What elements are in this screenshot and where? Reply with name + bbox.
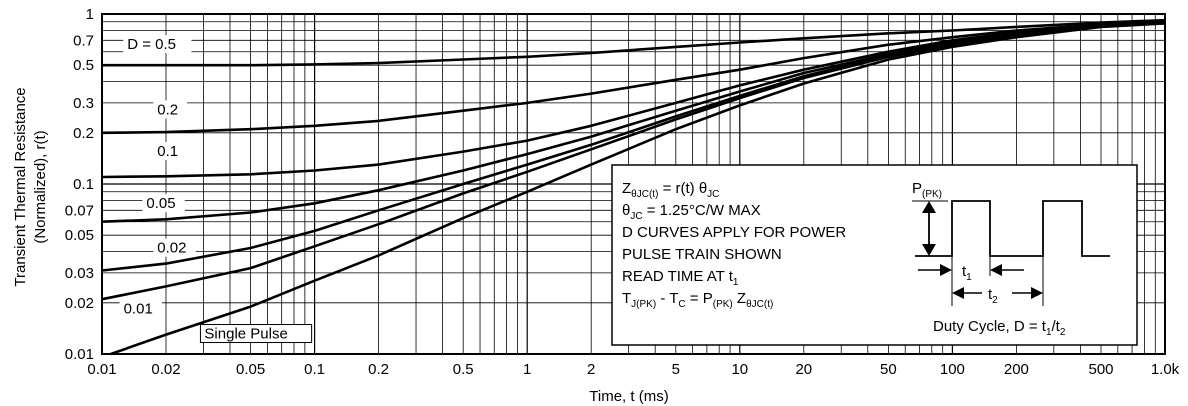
curve-0-1	[101, 20, 1166, 179]
svg-text:0.05: 0.05	[146, 195, 175, 212]
y-tick-label: 0.5	[73, 57, 94, 74]
x-tick-label: 1	[523, 361, 531, 378]
annotation-line: θJC​ = 1.25°C/W MAX	[622, 202, 761, 222]
x-axis-title: Time, t (ms)	[589, 388, 668, 405]
annotation-line: ZθJC(t)​ = r(t) θJC​	[622, 180, 719, 200]
annotation-line: READ TIME AT t1​	[622, 268, 739, 288]
y-tick-label: 0.05	[65, 227, 94, 244]
annotation-line: PULSE TRAIN SHOWN	[622, 246, 782, 263]
svg-text:0.01: 0.01	[124, 301, 153, 318]
x-tick-label: 500	[1088, 361, 1113, 378]
x-tick-label: 100	[940, 361, 965, 378]
x-tick-label: 1.0k	[1151, 361, 1180, 378]
y-tick-label: 0.1	[73, 176, 94, 193]
duty-cycle-label: Duty Cycle, D = t1​/t2​	[933, 318, 1066, 338]
x-tick-label: 0.01	[87, 361, 116, 378]
y-tick-label: 0.02	[65, 295, 94, 312]
x-tick-label: 0.2	[368, 361, 389, 378]
curve-single-pulse	[110, 22, 1166, 356]
curve-label: 0.2	[153, 100, 188, 119]
x-tick-label: 0.5	[453, 361, 474, 378]
curves	[101, 18, 1166, 356]
plot-frame	[101, 13, 1166, 355]
curve-label: D = 0.5	[123, 35, 192, 54]
annotation-line: TJ(PK)​ - TC​ = P(PK)​ ZθJC(t)​	[622, 290, 773, 310]
x-tick-label: 10	[731, 361, 748, 378]
curve-label: 0.02	[153, 238, 196, 257]
y-axis-title-line1: Transient Thermal Resistance	[12, 87, 29, 286]
svg-text:0.1: 0.1	[157, 143, 178, 160]
x-tick-label: 200	[1004, 361, 1029, 378]
curve-label: Single Pulse	[199, 324, 313, 344]
axes: 0.01 0.02 0.05 0.1 0.2 0.5 1 2 5 10 20 50 100 200 500 1…	[65, 6, 1180, 378]
y-tick-label: 0.2	[73, 125, 94, 142]
annotation-frame	[611, 164, 1138, 346]
curve-0-2	[101, 20, 1166, 135]
x-tick-label: 0.1	[304, 361, 325, 378]
y-tick-label: 0.01	[65, 346, 94, 363]
curve-0-01	[101, 21, 1166, 301]
x-tick-label: 0.05	[236, 361, 265, 378]
curve-label: 0.01	[119, 299, 163, 318]
curve-d-0-5	[102, 18, 1166, 67]
annotation-line: D CURVES APPLY FOR POWER	[622, 224, 846, 241]
curve-label: 0.1	[153, 142, 188, 161]
svg-text:Single Pulse: Single Pulse	[204, 326, 287, 343]
y-tick-label: 1	[86, 6, 94, 23]
y-axis-title-line2: (Normalized), r(t)	[32, 130, 49, 243]
y-tick-label: 0.03	[65, 265, 94, 282]
t2-label: t2​	[988, 286, 998, 306]
y-tick-label: 0.07	[65, 202, 94, 219]
x-tick-label: 5	[672, 361, 680, 378]
svg-text:0.02: 0.02	[157, 240, 186, 257]
curve-label: 0.05	[142, 194, 185, 213]
y-tick-label: 0.3	[73, 95, 94, 112]
pulse-peak-label: P(PK)​	[912, 180, 942, 200]
x-tick-label: 2	[587, 361, 595, 378]
curve-labels: D = 0.5 0.2 0.1 0.05 0.02 0.01 Single Pulse	[119, 35, 313, 344]
y-tick-label: 0.7	[73, 32, 94, 49]
svg-text:0.2: 0.2	[157, 101, 178, 118]
x-tick-label: 50	[880, 361, 897, 378]
pulse-train-diagram: P(PK)​ t1​ t2​ Duty Cycle, D = t1​/t2​	[912, 180, 1110, 338]
x-tick-label: 0.02	[151, 361, 180, 378]
t1-label: t1​	[962, 263, 972, 283]
x-tick-label: 20	[795, 361, 812, 378]
svg-text:D = 0.5: D = 0.5	[127, 36, 176, 53]
annotation-box: ZθJC(t)​ = r(t) θJC​θJC​ = 1.25°C/W MAX D…	[611, 164, 1138, 346]
